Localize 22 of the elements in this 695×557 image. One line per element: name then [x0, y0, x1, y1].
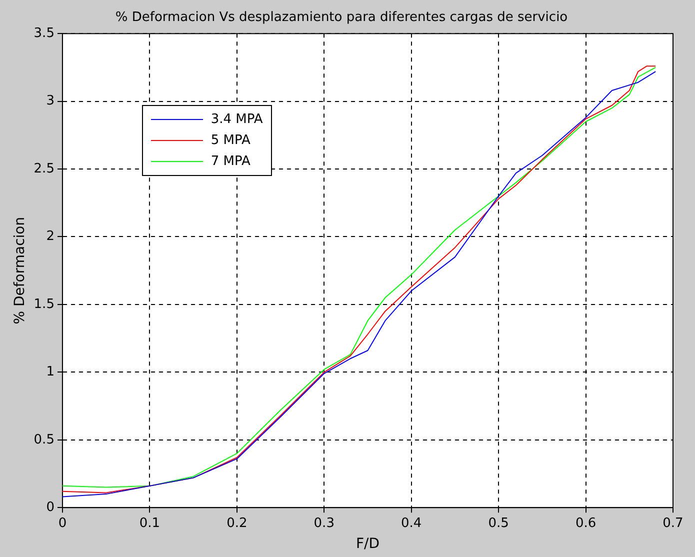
y-tick-label: 3: [46, 94, 54, 109]
legend-label: 5 MPA: [210, 132, 250, 148]
x-tick-label: 0.7: [662, 516, 684, 531]
x-tick-label: 0: [58, 516, 67, 531]
y-tick-label: 1.5: [34, 296, 54, 312]
y-tick-label: 3.5: [34, 26, 54, 41]
y-tick-label: 2: [46, 229, 54, 244]
x-tick-label: 0.6: [575, 516, 596, 531]
x-tick-label: 0.1: [139, 516, 160, 531]
x-axis-title: F/D: [356, 536, 380, 552]
x-tick-label: 0.3: [314, 516, 334, 531]
legend-label: 3.4 MPA: [210, 112, 263, 127]
y-tick-label: 0.5: [34, 432, 54, 448]
y-axis-title: % Deformacion: [12, 216, 28, 324]
y-tick-label: 0: [46, 500, 54, 515]
x-tick-label: 0.4: [401, 516, 422, 531]
y-tick-label: 2.5: [34, 161, 54, 176]
legend-label: 7 MPA: [210, 154, 250, 169]
x-tick-label: 0.2: [226, 516, 248, 531]
x-tick-label: 0.5: [488, 516, 509, 531]
y-tick-label: 1: [46, 364, 54, 380]
chart-title: % Deformacion Vs desplazamiento para diferentes cargas de servicio: [115, 10, 568, 26]
